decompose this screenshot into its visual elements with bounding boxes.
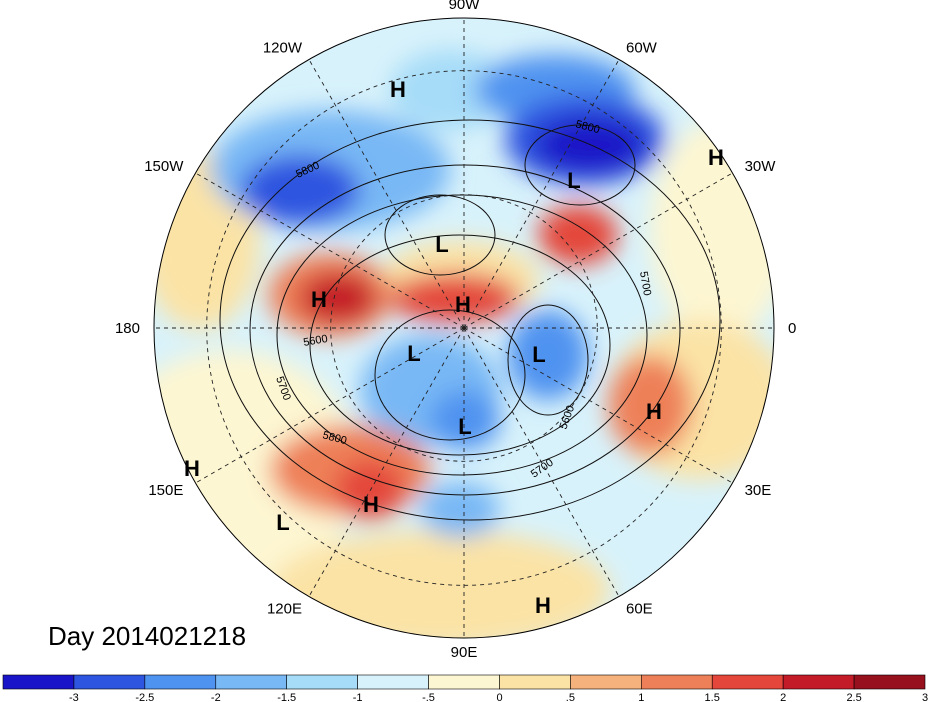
colorbar-tick-label: 3 — [922, 692, 928, 702]
meridian-line — [308, 327, 465, 597]
high-center-label: H — [708, 145, 724, 170]
colorbar-swatch — [641, 674, 713, 690]
low-center-label: L — [532, 342, 545, 367]
map-disk — [154, 18, 774, 638]
longitude-label: 60E — [626, 601, 653, 618]
day-label: Day 2014021218 — [48, 621, 246, 651]
pressure-centers: H L H L H H L L L H H L H H — [184, 77, 724, 618]
longitude-label: 30W — [745, 158, 777, 175]
high-center-label: H — [455, 292, 471, 317]
colorbar: -3 -2.5 -2 -1.5 -1 -.5 0 .5 1 1.5 2 2.5 3 — [2, 674, 928, 702]
longitude-label: 30E — [745, 482, 772, 499]
colorbar-tick-label: -.5 — [422, 692, 435, 702]
meridian-line — [195, 172, 465, 329]
meridian-line — [463, 327, 733, 484]
meridian-line — [308, 59, 465, 329]
colorbar-tick-label: -3 — [69, 692, 79, 702]
colorbar-tick-label: -1.5 — [277, 692, 296, 702]
colorbar-tick-label: -2.5 — [135, 692, 154, 702]
longitude-label: 120E — [267, 601, 302, 618]
latitude-circle — [206, 70, 722, 586]
colorbar-swatch — [215, 674, 287, 690]
contour-label: 5700 — [637, 270, 653, 296]
colorbar-tick-label: 1 — [638, 692, 644, 702]
colorbar-swatch — [286, 674, 358, 690]
longitude-label: 60W — [626, 39, 658, 56]
colorbar-swatch — [2, 674, 75, 690]
colorbar-tick-label: 2.5 — [846, 692, 861, 702]
high-center-label: H — [184, 456, 200, 481]
meridian-line — [463, 59, 620, 329]
high-center-label: H — [535, 593, 551, 618]
contour-label: 5600 — [302, 333, 328, 349]
graticule — [154, 18, 774, 638]
colorbar-swatch — [711, 674, 784, 690]
colorbar-swatch — [570, 674, 642, 690]
colorbar-swatch — [853, 674, 926, 690]
low-center-label: L — [567, 168, 580, 193]
low-center-label: L — [276, 510, 289, 535]
colorbar-tick-label: -1 — [353, 692, 363, 702]
high-center-label: H — [646, 399, 662, 424]
colorbar-swatch — [357, 674, 429, 690]
longitude-label: 0 — [788, 320, 796, 337]
longitude-labels: 90E 60E 30E 0 30W 60W 90W 120W 150W 180 150E 120E — [115, 0, 796, 661]
low-center-label: L — [407, 341, 420, 366]
colorbar-tick-label: 0 — [496, 692, 502, 702]
colorbar-swatch — [73, 674, 146, 690]
meridian-line — [463, 327, 620, 597]
colorbar-tick-label: 1.5 — [705, 692, 720, 702]
high-center-label: H — [390, 77, 406, 102]
longitude-label: 90W — [449, 0, 481, 13]
colorbar-swatch — [144, 674, 217, 690]
height-contours — [219, 119, 721, 521]
colorbar-swatch — [428, 674, 500, 690]
meridian-line — [463, 172, 733, 329]
map-border — [153, 17, 775, 639]
high-center-label: H — [363, 492, 379, 517]
colorbar-tick-label: -2 — [211, 692, 221, 702]
colorbar-tick-label: .5 — [566, 692, 575, 702]
longitude-label: 90E — [451, 644, 478, 661]
longitude-label: 120W — [263, 39, 303, 56]
longitude-label: 150E — [148, 482, 183, 499]
longitude-label: 150W — [144, 158, 184, 175]
high-center-label: H — [311, 287, 327, 312]
low-center-label: L — [435, 232, 448, 257]
colorbar-tick-label: 2 — [780, 692, 786, 702]
meridian-line — [195, 327, 465, 484]
colorbar-swatch — [499, 674, 571, 690]
low-center-label: L — [458, 414, 471, 439]
longitude-label: 180 — [115, 320, 140, 337]
latitude-circle — [330, 194, 598, 462]
colorbar-swatch — [782, 674, 855, 690]
